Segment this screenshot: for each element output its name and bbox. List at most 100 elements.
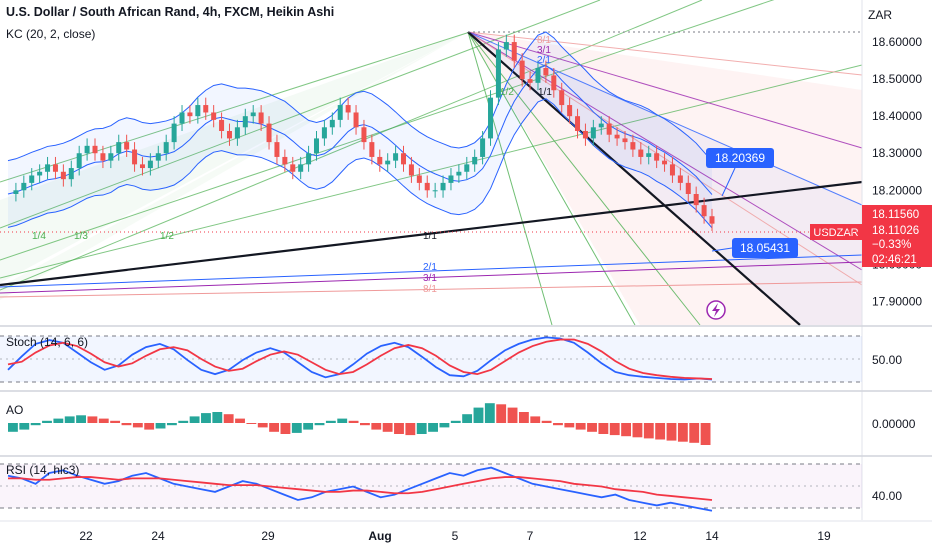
candle (155, 153, 161, 161)
ao-bar (223, 414, 234, 423)
candle (211, 112, 217, 120)
candle (590, 127, 596, 139)
candle (535, 68, 541, 83)
stoch-label[interactable]: Stoch (14, 6, 6) (6, 335, 89, 349)
candle (329, 119, 335, 128)
candle (147, 160, 153, 169)
fan-line (0, 281, 863, 298)
candle (432, 190, 438, 192)
time-tick: 22 (79, 529, 93, 543)
ao-bar (280, 423, 291, 434)
ao-bar (337, 418, 348, 423)
candle (575, 116, 581, 131)
fan-label: 1/3 (74, 231, 88, 242)
time-tick: 7 (527, 529, 534, 543)
stoch-tick: 50.00 (872, 353, 902, 367)
candle (21, 182, 27, 191)
ao-bar (144, 423, 155, 430)
change-label: −0.33% (872, 239, 911, 251)
candle (290, 164, 296, 172)
candle (638, 149, 644, 157)
flash-icon (712, 303, 720, 317)
candle (116, 142, 122, 154)
last-price-label: 18.11026 (872, 225, 919, 237)
candle (187, 112, 193, 117)
candle (551, 75, 557, 91)
ao-bar (201, 413, 211, 423)
fan-label: 2/1 (537, 55, 551, 66)
rsi-tick: 40.00 (872, 489, 902, 503)
ao-label[interactable]: AO (6, 403, 24, 417)
candle (361, 127, 367, 143)
candle (29, 175, 35, 183)
candle (179, 112, 185, 124)
ao-bar (655, 423, 666, 440)
ao-bar (689, 423, 700, 443)
candle (598, 123, 604, 128)
ao-bar (598, 423, 609, 434)
ao-bar (575, 423, 586, 430)
ao-bar (632, 423, 643, 438)
keltner-indicator-label[interactable]: KC (20, 2, close) (6, 27, 96, 41)
candle (124, 142, 130, 150)
ao-bar (257, 423, 268, 428)
candle (37, 171, 43, 176)
ao-bar (360, 423, 370, 426)
fan-label: 8/1 (537, 35, 551, 46)
candle (440, 182, 446, 191)
ao-bar (621, 423, 632, 437)
candle (669, 164, 675, 176)
price-tick: 18.60000 (872, 35, 922, 49)
ao-bar (314, 423, 325, 426)
stoch-d-line (7, 338, 713, 380)
candle (393, 153, 399, 161)
candle (416, 175, 422, 183)
currency-label[interactable]: ZAR (868, 8, 892, 22)
ao-bar (473, 407, 484, 423)
keltner-band (7, 98, 713, 229)
candle (385, 160, 391, 165)
fan-line (467, 31, 553, 326)
ao-bar (416, 423, 427, 434)
candle (408, 164, 414, 176)
rsi-label[interactable]: RSI (14, hlc3) (6, 463, 80, 477)
ao-bar (291, 423, 302, 433)
price-callout-upper[interactable]: 18.20369 (706, 148, 774, 168)
candle (171, 123, 177, 143)
keltner-band (7, 64, 713, 195)
ao-bar (700, 423, 711, 445)
candle (68, 168, 74, 180)
callout-pointer (711, 247, 733, 252)
keltner-band (7, 31, 713, 162)
ao-bar (303, 423, 314, 430)
fan-label: 1/1 (538, 87, 552, 98)
price-tick: 18.40000 (872, 109, 922, 123)
candle (685, 182, 691, 194)
candle (313, 138, 319, 154)
trend-line (467, 31, 801, 326)
candle (424, 182, 430, 191)
candle (226, 131, 232, 139)
candle (258, 112, 264, 124)
candle (709, 216, 715, 224)
fan-line (467, 31, 863, 271)
candle (567, 105, 573, 117)
time-tick: Aug (368, 529, 391, 543)
ao-bar (518, 412, 529, 423)
fan-line (467, 31, 863, 206)
time-tick: 12 (633, 529, 647, 543)
ao-bar (87, 416, 98, 423)
fan-label: 3/1 (423, 273, 437, 284)
price-tick: 18.50000 (872, 72, 922, 86)
candle (472, 156, 478, 165)
ao-bar (553, 423, 563, 426)
fan-label: 1/2 (500, 87, 514, 98)
ao-bar (609, 423, 620, 436)
candle (163, 142, 169, 154)
price-tick: 17.90000 (872, 294, 922, 308)
price-callout-lower[interactable]: 18.05431 (732, 238, 798, 258)
stoch-band (0, 336, 862, 382)
svg-text:18.05431: 18.05431 (740, 241, 790, 255)
fan-line (467, 31, 863, 76)
